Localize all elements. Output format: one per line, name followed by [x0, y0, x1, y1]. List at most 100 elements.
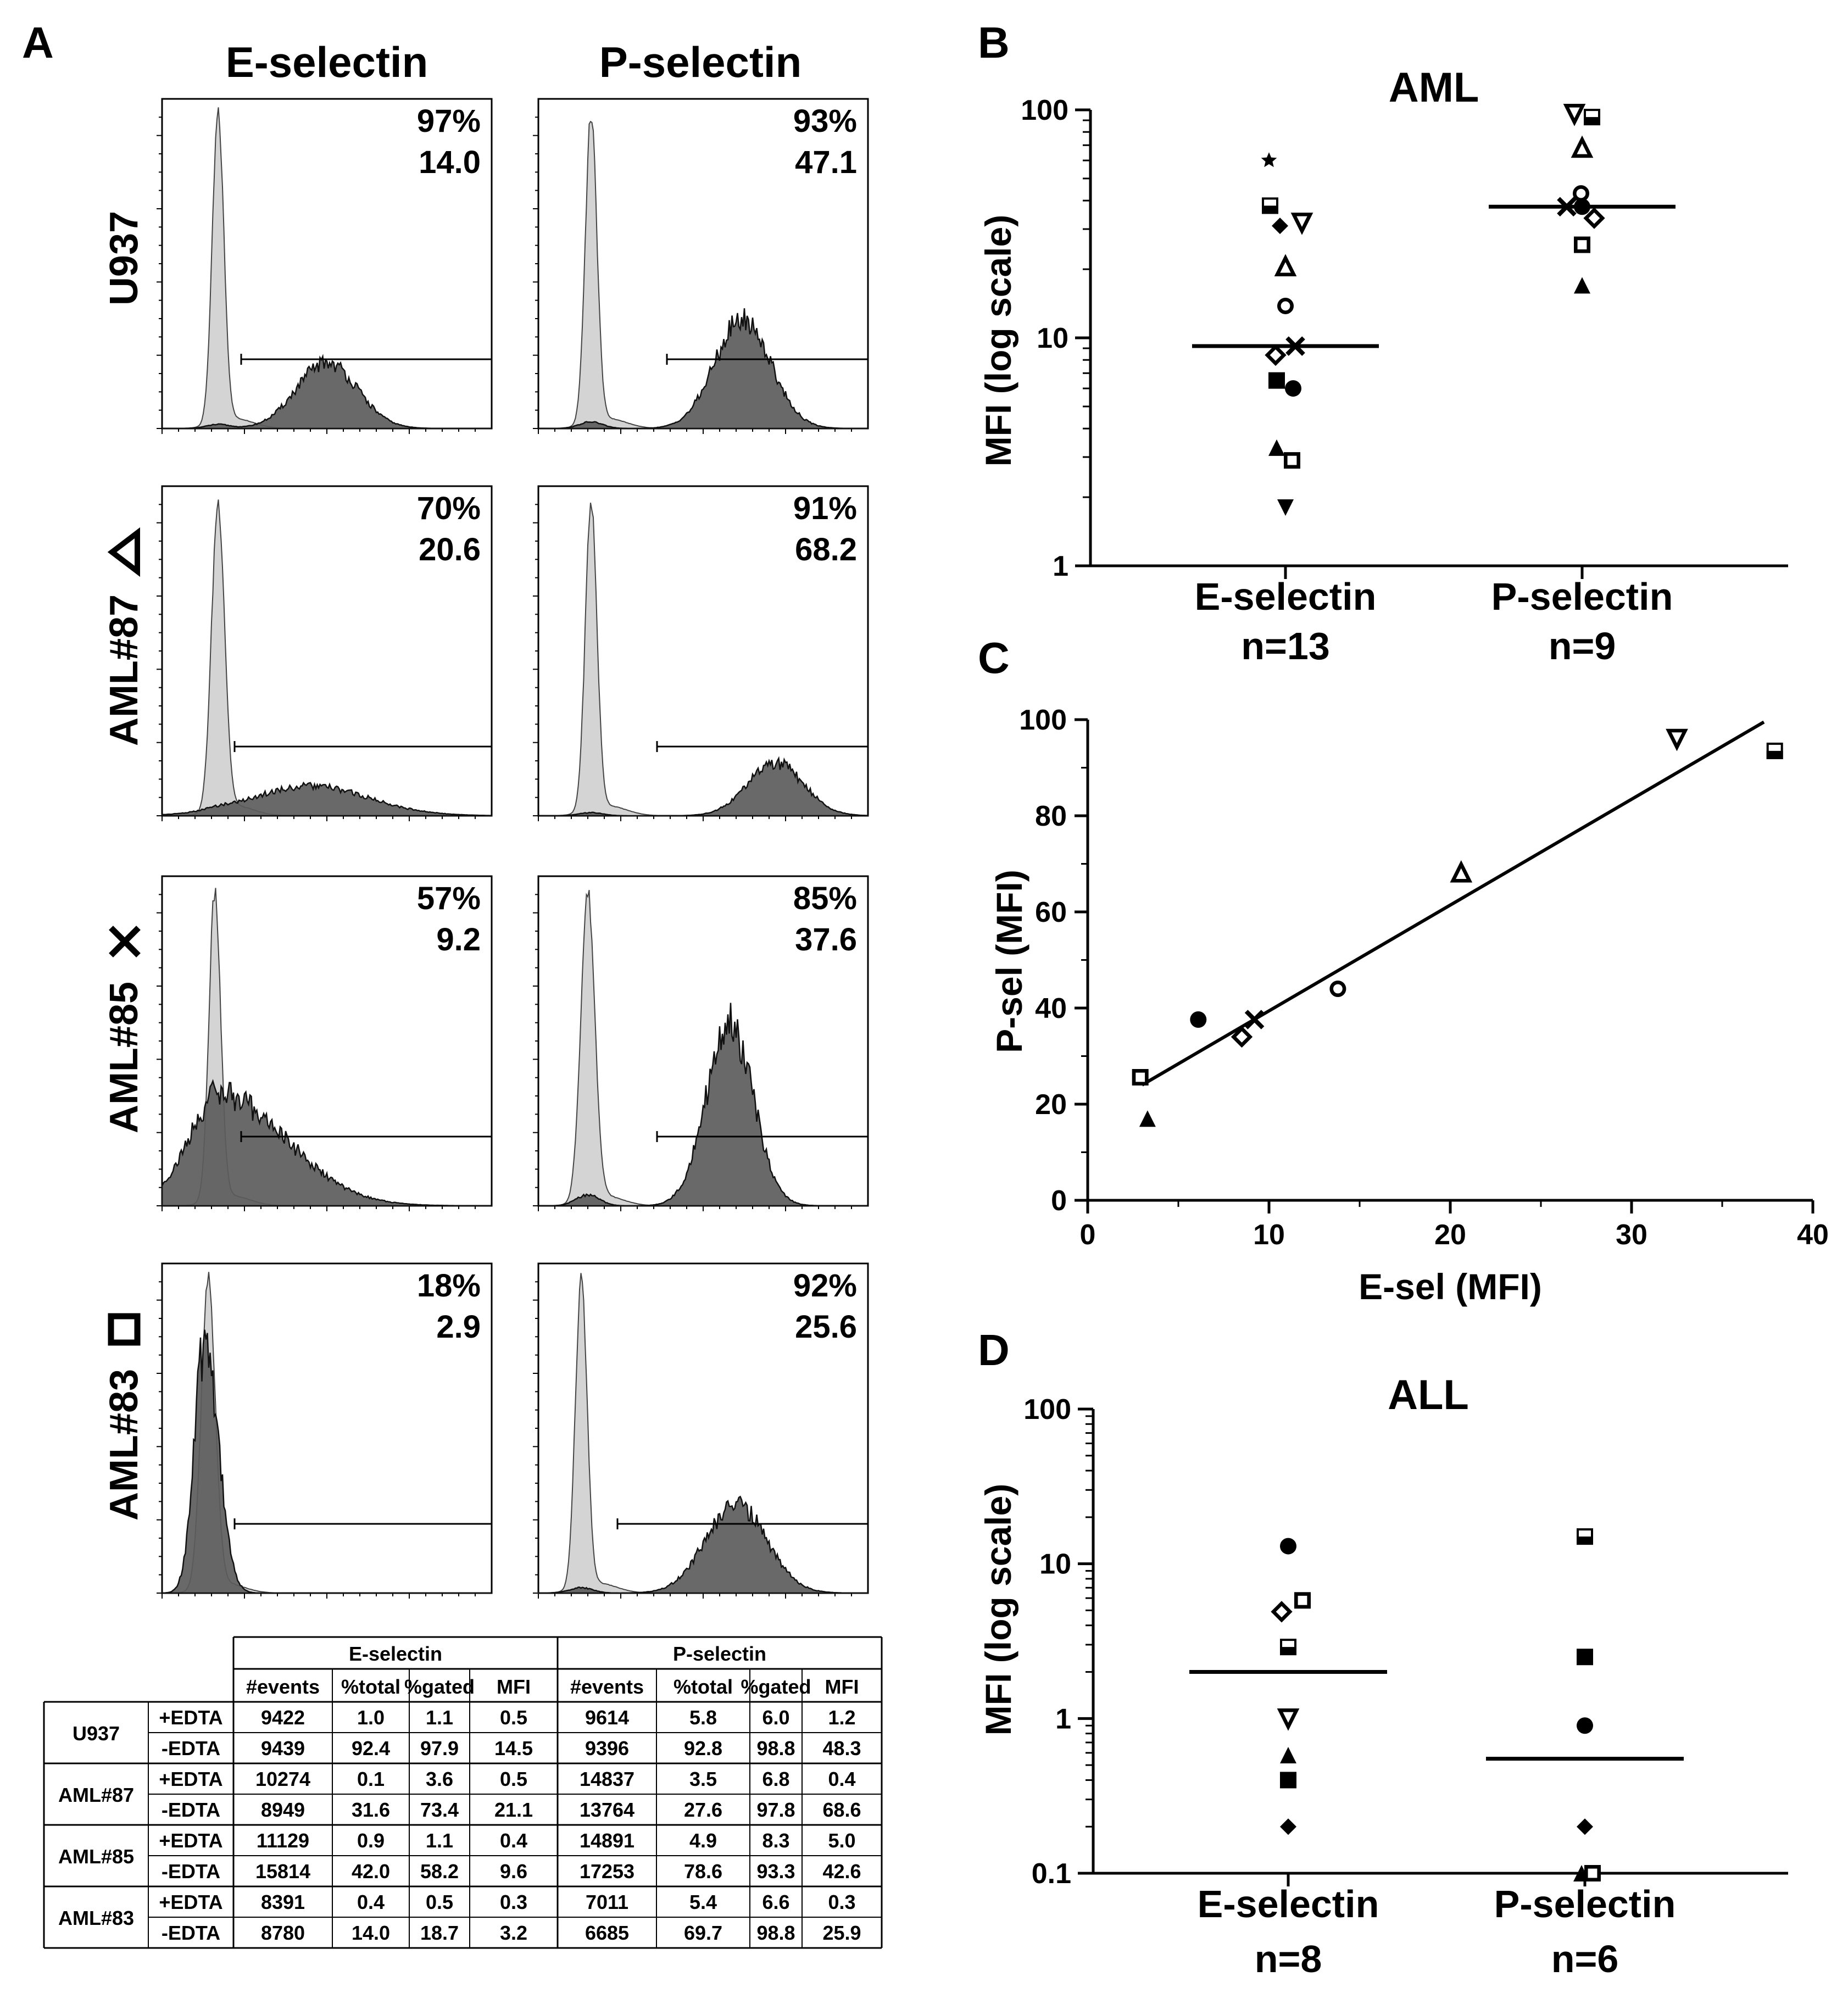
chart-b-title: AML — [1389, 64, 1479, 111]
table-condition: -EDTA — [162, 1799, 220, 1821]
circle-filled-mark — [1574, 198, 1590, 215]
table-cell: 7011 — [586, 1891, 628, 1913]
table-cell: 48.3 — [822, 1737, 861, 1760]
table-cell: 0.5 — [426, 1891, 453, 1913]
table-cell: 14891 — [580, 1829, 634, 1852]
table-cell: 11129 — [257, 1829, 309, 1852]
cross-marker — [1557, 197, 1577, 217]
diamond-open-mark — [1231, 1026, 1253, 1048]
square-open-icon — [108, 1313, 141, 1346]
y-tick-label: 100 — [1023, 1394, 1071, 1426]
square-open-mark — [1584, 1865, 1601, 1882]
cross-mark — [1285, 336, 1305, 356]
half-square-fill — [1577, 1536, 1593, 1545]
table-cell: 78.6 — [684, 1860, 722, 1883]
square-filled-marker — [1280, 1772, 1296, 1789]
table-cell: 9396 — [585, 1737, 629, 1760]
triangle-down-open-marker — [1563, 104, 1586, 126]
table-cell: 98.8 — [756, 1922, 795, 1944]
cross-mark — [1244, 1010, 1265, 1029]
table-cell: 14837 — [580, 1768, 634, 1790]
table-sample-label: AML#83 — [58, 1907, 134, 1929]
table-cell: 93.3 — [756, 1860, 795, 1883]
table-col-header: MFI — [497, 1675, 531, 1698]
square-open-marker — [1294, 1592, 1311, 1609]
table-condition: -EDTA — [162, 1860, 220, 1883]
row-label-u937: U937 — [102, 211, 146, 305]
histogram-1-e: 97% 14.0 — [157, 98, 493, 434]
half-square-fill — [1262, 205, 1278, 214]
chart-b-ylabel: MFI (log scale) — [978, 215, 1018, 466]
square-filled-mark — [1577, 1649, 1593, 1666]
table-cell: 9.6 — [500, 1860, 527, 1883]
stained-curve — [538, 1495, 868, 1594]
half-square-fill — [1766, 750, 1783, 759]
table-condition: -EDTA — [162, 1737, 220, 1760]
triangle-open-marker — [1571, 135, 1594, 158]
diamond-open-marker — [1271, 1601, 1293, 1623]
table-col-header: %gated — [404, 1675, 475, 1698]
chart-d-cat-p: P-selectin — [1494, 1883, 1676, 1925]
chart-d-cat-p-n: n=6 — [1551, 1938, 1619, 1980]
circle-open-marker — [1573, 185, 1590, 202]
chart-b-cat-p: P-selectin — [1491, 575, 1673, 618]
stained-curve — [161, 1329, 492, 1594]
square-filled-mark — [1268, 372, 1285, 389]
y-tick-label: 20 — [1035, 1089, 1067, 1121]
table-cell: 69.7 — [684, 1922, 722, 1944]
histogram-percent: 93% — [793, 103, 857, 139]
circle-filled-mark — [1285, 380, 1301, 397]
table-condition: +EDTA — [159, 1891, 222, 1913]
triangle-down-open-marker — [1666, 728, 1688, 751]
square-open-mark — [1574, 236, 1591, 253]
triangle-open-marker — [1274, 254, 1297, 277]
triangle-open-mark — [1450, 860, 1473, 883]
table-cell: 27.6 — [684, 1799, 722, 1821]
histogram-frame — [537, 1262, 869, 1594]
histogram-mfi: 25.6 — [795, 1309, 857, 1345]
table-cell: 42.0 — [352, 1860, 390, 1883]
table-cell: 1.0 — [357, 1706, 385, 1729]
x-tick-label: 30 — [1616, 1219, 1647, 1251]
table-cell: 13764 — [580, 1799, 634, 1821]
x-tick-label: 40 — [1797, 1219, 1829, 1251]
table-condition: -EDTA — [162, 1922, 220, 1944]
cross-mark — [1557, 197, 1577, 217]
diamond-filled-marker — [1577, 1818, 1593, 1835]
table-cell: 0.5 — [500, 1768, 527, 1790]
table-cell: 6.0 — [762, 1706, 789, 1729]
panel-d: D ALL MFI (log scale) E-selectin n=8 P-s… — [978, 1326, 1788, 1980]
circle-open-mark — [1573, 185, 1590, 202]
table-cell: 3.5 — [689, 1768, 717, 1790]
panel-a-letter: A — [22, 18, 54, 67]
circle-open-marker — [1329, 981, 1346, 998]
triangle-down-open-mark — [1277, 1708, 1300, 1731]
table-col-header: %total — [341, 1675, 400, 1698]
diamond-open-marker — [1265, 344, 1287, 366]
y-tick-label: 10 — [1037, 322, 1068, 354]
y-tick-label: 40 — [1035, 993, 1067, 1025]
table-sample-label: AML#85 — [58, 1845, 134, 1868]
table-cell: 18.7 — [420, 1922, 459, 1944]
histogram-mfi: 68.2 — [795, 532, 857, 567]
histogram-mfi: 37.6 — [795, 922, 857, 957]
triangle-filled-marker — [1139, 1110, 1156, 1127]
stained-curve — [538, 308, 868, 430]
diamond-open-mark — [1583, 207, 1605, 229]
triangle-open-mark — [1571, 135, 1594, 158]
star-marker — [1261, 152, 1277, 168]
histogram-4-e: 18%2.9 — [157, 1262, 493, 1599]
table-cell: 8.3 — [762, 1829, 789, 1852]
table-condition: +EDTA — [159, 1768, 222, 1790]
circle-filled-marker — [1190, 1011, 1207, 1028]
table-cell: 0.4 — [357, 1891, 385, 1913]
histogram-1-p: 93% 47.1 — [533, 98, 869, 434]
y-tick-label: 1 — [1053, 550, 1068, 582]
triangle-filled-marker — [1574, 277, 1590, 294]
square-open-mark — [1294, 1592, 1311, 1609]
triangle-open-mark — [1274, 254, 1297, 277]
histogram-percent: 18% — [417, 1268, 481, 1304]
table-group-header: E-selectin — [349, 1643, 442, 1665]
row-label-aml87-group: AML#87 — [102, 527, 146, 746]
circle-filled-marker — [1285, 380, 1301, 397]
